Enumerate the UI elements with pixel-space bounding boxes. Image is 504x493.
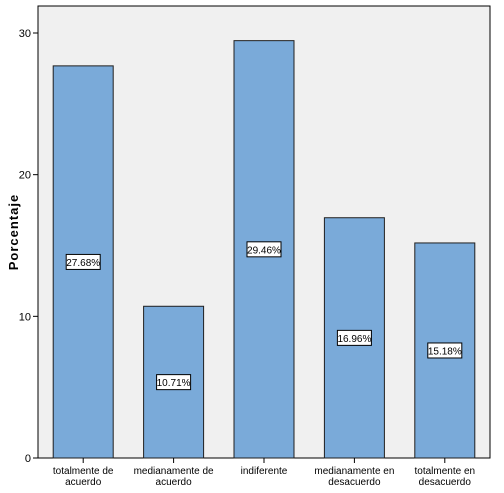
data-label: 10.71% [157, 378, 191, 389]
x-tick-label-line: acuerdo [65, 477, 102, 488]
x-tick-label-line: totalmente en [414, 466, 475, 477]
data-label-box [427, 342, 463, 359]
x-tick-label-line: medianamente de [134, 466, 214, 477]
x-tick-label: medianamente de acuerdo [134, 466, 214, 488]
x-tick-label-line: desacuerdo [419, 477, 472, 488]
x-tick-label-line: totalmente de [53, 466, 114, 477]
data-label-box [156, 374, 192, 391]
data-label-box [246, 241, 282, 258]
x-tick-label-line: acuerdo [156, 477, 193, 488]
y-tick-label: 0 [25, 453, 31, 465]
y-axis: 0 10 20 30 [19, 28, 38, 465]
y-tick-label: 30 [19, 28, 31, 40]
x-tick-label: totalmente en desacuerdo [414, 466, 475, 488]
y-tick-label: 10 [19, 311, 31, 323]
data-label-box [65, 253, 101, 270]
x-tick-label-line: indiferente [241, 466, 288, 477]
y-tick-label: 20 [19, 170, 31, 182]
data-label-box [336, 329, 372, 346]
data-label: 15.18% [428, 346, 462, 357]
x-tick-label: totalmente de acuerdo [53, 466, 114, 488]
x-tick-label: indiferente [241, 466, 288, 477]
data-label: 29.46% [247, 245, 281, 256]
y-axis-label: Porcentaje [6, 194, 21, 270]
data-label: 27.68% [66, 258, 100, 269]
x-tick-label-line: medianamente en [314, 466, 394, 477]
data-label: 16.96% [337, 334, 371, 345]
x-tick-label-line: desacuerdo [328, 477, 381, 488]
x-tick-label: medianamente en desacuerdo [314, 466, 394, 488]
